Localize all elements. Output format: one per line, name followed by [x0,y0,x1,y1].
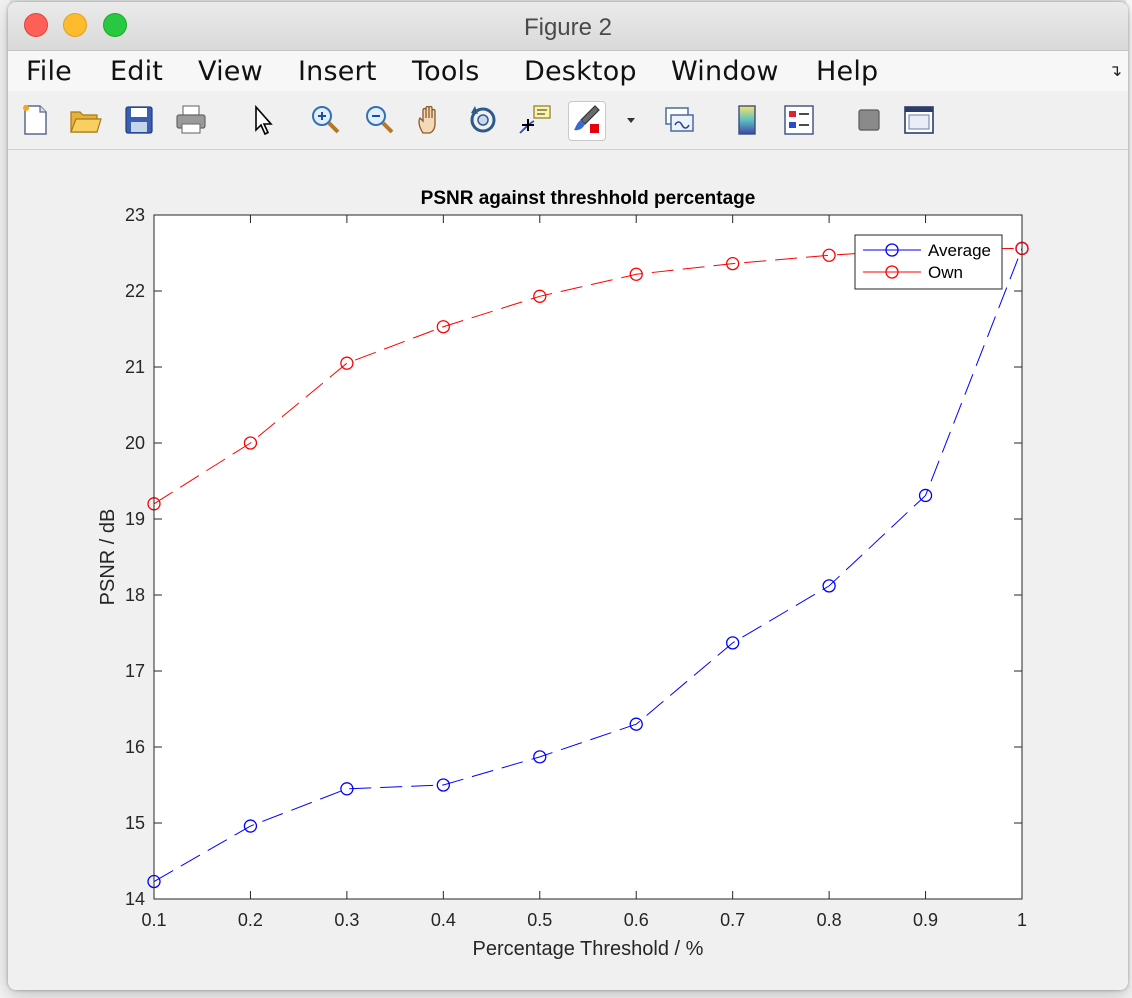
legend-box [854,234,1003,290]
y-tick-label: 18 [125,585,145,605]
y-tick-label: 17 [125,661,145,681]
legend[interactable]: Average Own [854,234,1003,290]
menu-edit[interactable]: Edit [110,56,164,87]
y-tick-label: 14 [125,889,145,909]
y-tick-label: 21 [125,357,145,377]
save-icon[interactable] [122,103,156,137]
x-tick-label: 0.1 [141,910,166,930]
menu-overflow-arrow-icon[interactable]: ↴ [1108,63,1122,80]
brush-icon[interactable] [568,101,606,141]
data-point-average[interactable] [918,488,933,503]
menu-insert[interactable]: Insert [298,56,377,87]
data-point-own[interactable] [726,256,740,271]
data-point-average[interactable] [822,579,836,593]
background-editor-right [1126,0,1132,998]
brush-dropdown-icon[interactable] [614,103,635,137]
menu-file[interactable]: File [26,56,72,87]
new-figure-icon[interactable] [18,103,52,137]
data-point-average[interactable] [726,636,740,650]
menu-bar: File Edit View Insert Tools Desktop Wind… [8,51,1128,91]
hide-plot-tools-icon[interactable] [852,103,886,137]
show-plot-tools-icon[interactable] [902,103,936,137]
y-tick-label: 15 [125,813,145,833]
data-point-average[interactable] [629,717,643,731]
data-point-average[interactable] [436,778,450,792]
rotate-3d-icon[interactable] [466,103,500,137]
chart-title: PSNR against threshhold percentage [421,188,756,209]
pointer-icon[interactable] [246,103,280,137]
menu-view[interactable]: View [198,56,263,87]
data-point-own[interactable] [243,436,258,450]
figure-canvas-area: 0.1 0.2 0.3 0.4 0.5 0.6 0.7 0.8 0.9 1 14 15 16 17 18 19… [8,150,1128,990]
data-point-own[interactable] [436,320,450,334]
x-tick-label: 1 [1017,910,1027,930]
menu-desktop[interactable]: Desktop [524,56,637,87]
zoom-out-icon[interactable] [362,103,396,137]
x-tick-label: 0.7 [720,910,745,930]
legend-marker-own [885,265,899,279]
menu-tools[interactable]: Tools [412,56,480,87]
zoom-in-icon[interactable] [308,103,342,137]
x-tick-label: 0.2 [238,910,263,930]
window-title: Figure 2 [523,14,613,41]
maximize-window-button[interactable] [103,13,127,37]
close-window-button[interactable] [24,13,48,37]
legend-icon[interactable] [782,103,816,137]
plot-area[interactable] [154,215,1022,899]
y-tick-label: 22 [125,281,145,301]
x-axis-label: Percentage Threshold / % [473,938,704,960]
menu-window[interactable]: Window [671,56,779,87]
figure-window: Figure 2 File Edit View Insert Tools Des… [8,2,1128,990]
legend-label-average: Average [928,241,991,260]
series-line-average [153,248,1023,882]
x-tick-label: 0.6 [624,910,649,930]
legend-marker-average [885,243,899,257]
legend-label-own: Own [928,263,963,282]
print-icon[interactable] [174,103,208,137]
data-point-own[interactable] [629,267,643,281]
open-file-icon[interactable] [68,103,102,137]
axes-frame [153,214,1023,900]
data-point-own[interactable] [340,356,354,370]
y-tick-label: 20 [125,433,145,453]
y-tick-label: 23 [125,205,145,225]
data-point-average[interactable] [533,750,547,764]
x-tick-label: 0.9 [913,910,938,930]
data-point-own[interactable] [533,289,547,303]
data-point-average[interactable] [340,782,354,796]
y-axis-label: PSNR / dB [97,509,119,606]
x-tick-label: 0.3 [334,910,359,930]
chart[interactable]: 0.1 0.2 0.3 0.4 0.5 0.6 0.7 0.8 0.9 1 14 15 16 17 18 19… [8,150,1128,990]
pan-hand-icon[interactable] [414,103,448,137]
link-plot-icon[interactable] [662,103,696,137]
y-tick-label: 16 [125,737,145,757]
minimize-window-button[interactable] [63,13,87,37]
data-point-average[interactable] [243,819,258,833]
data-cursor-icon[interactable] [518,103,552,137]
y-tick-label: 19 [125,509,145,529]
menu-help[interactable]: Help [816,56,879,87]
x-tick-label: 0.5 [527,910,552,930]
figure-toolbar [8,91,1128,150]
colorbar-icon[interactable] [730,103,764,137]
title-bar: Figure 2 [8,2,1128,51]
background-editor-left [0,0,10,998]
x-tick-label: 0.8 [817,910,842,930]
data-point-own[interactable] [822,248,836,262]
x-tick-label: 0.4 [431,910,456,930]
